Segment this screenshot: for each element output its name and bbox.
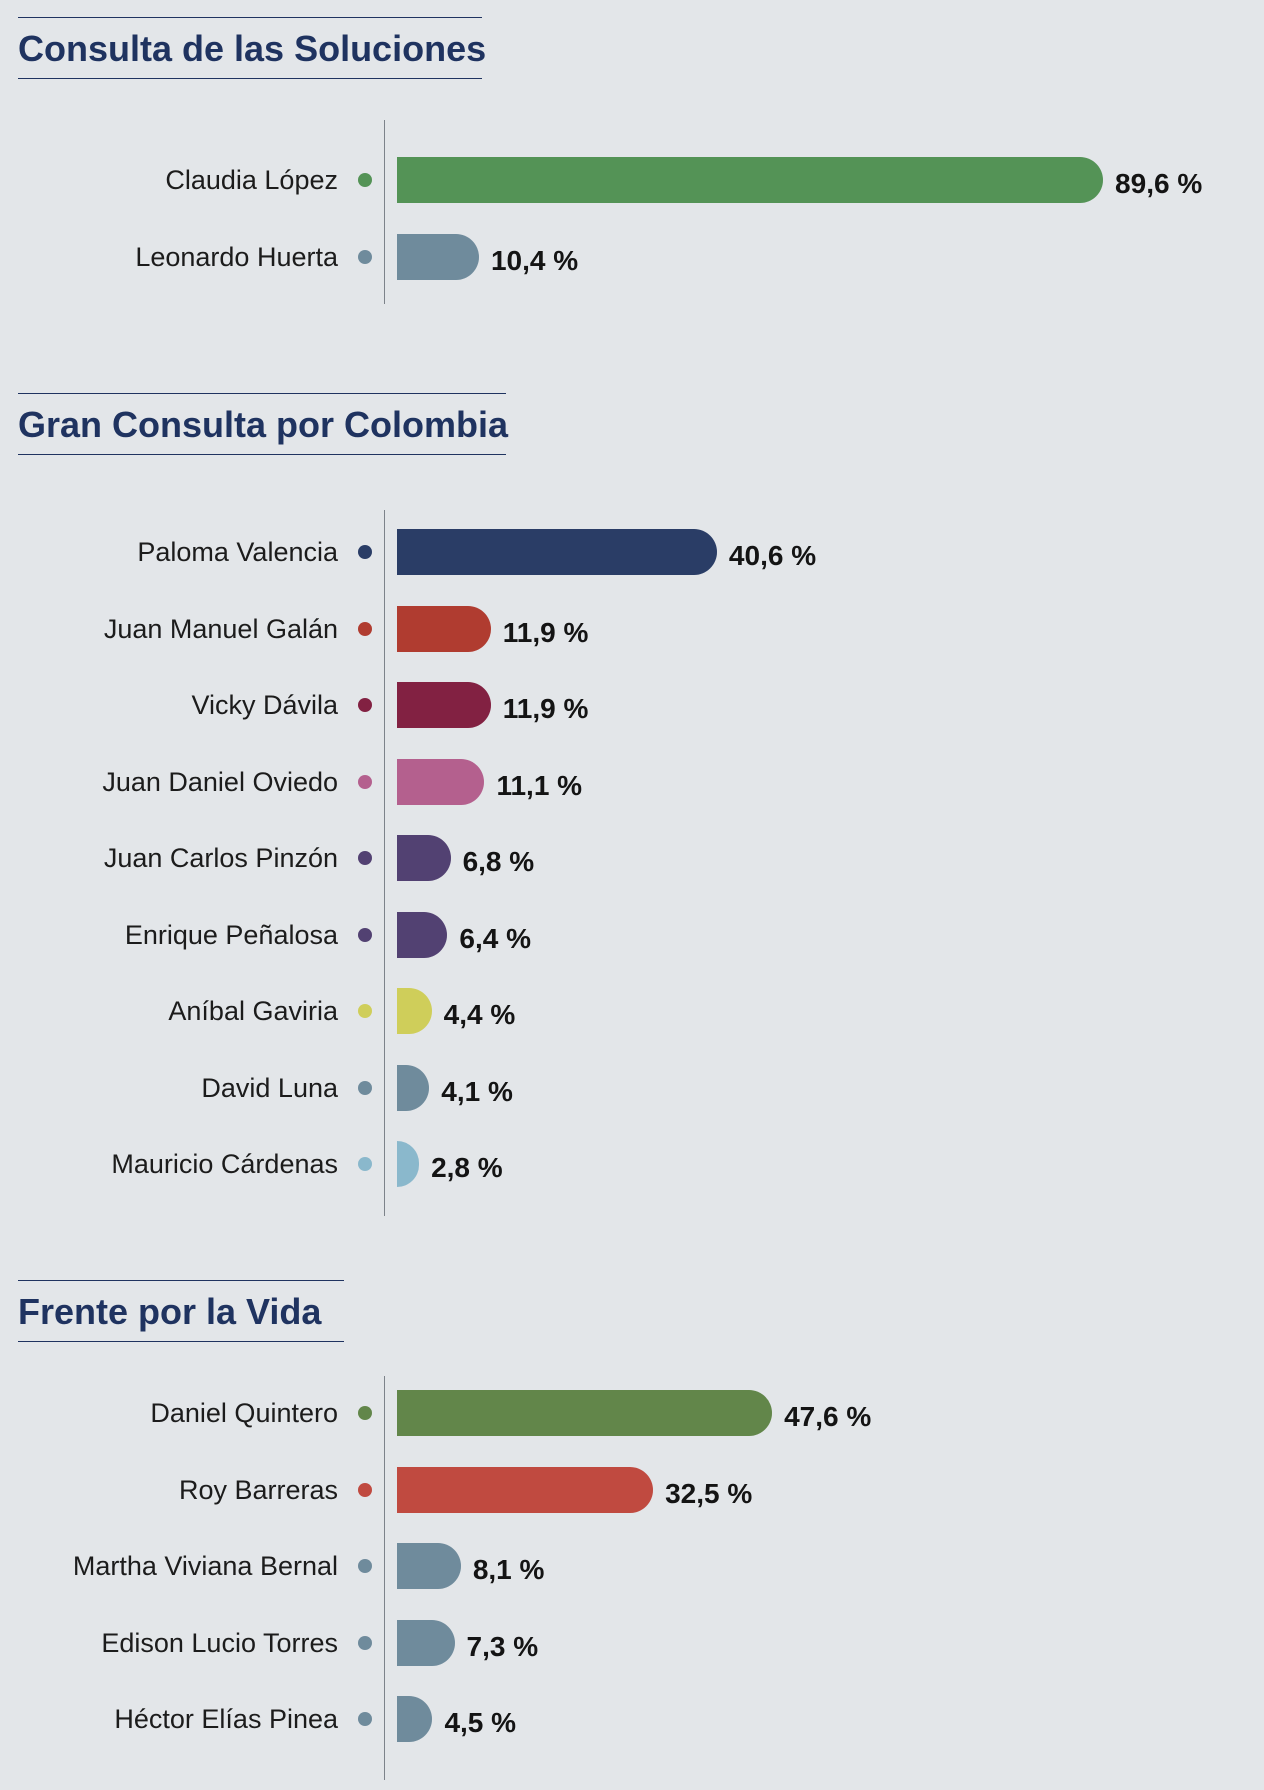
bar-value-label: 32,5 %: [665, 1477, 753, 1509]
chart-axis-line: [384, 120, 385, 304]
section-title-rule-top: [18, 1280, 344, 1281]
bar: [397, 157, 1104, 203]
legend-dot: [358, 1157, 372, 1171]
section-title-rule-top: [18, 393, 506, 394]
candidate-name: Claudia López: [165, 165, 338, 195]
chart-axis-line: [384, 1376, 385, 1780]
candidate-name: Héctor Elías Pinea: [114, 1704, 338, 1734]
section-title-rule-top: [18, 17, 482, 18]
bar: [397, 1619, 455, 1666]
legend-dot: [358, 1482, 372, 1497]
candidate-name: Juan Daniel Oviedo: [102, 766, 338, 797]
candidate-name: Edison Lucio Torres: [101, 1627, 338, 1658]
legend-dot: [358, 927, 372, 942]
legend-dot: [358, 1406, 372, 1420]
bar: [397, 1141, 420, 1187]
candidate-name: Paloma Valencia: [137, 537, 338, 567]
legend-dot: [358, 698, 372, 712]
candidate-name: Martha Viviana Bernal: [72, 1551, 338, 1581]
bar: [397, 1543, 461, 1589]
bar-value-label: 40,6 %: [728, 540, 817, 571]
section-title-rule-bottom: [18, 454, 506, 455]
legend-dot: [358, 621, 372, 636]
section-title-rule-bottom: [18, 1341, 344, 1342]
legend-dot: [358, 851, 372, 865]
chart-axis-line: [384, 510, 385, 1216]
bar: [397, 1390, 773, 1436]
legend-dot: [358, 545, 372, 559]
section-title: Frente por la Vida: [18, 1291, 322, 1332]
bar-value-label: 6,8 %: [462, 846, 535, 877]
bar-value-label: 47,6 %: [784, 1401, 872, 1432]
section-title: Gran Consulta por Colombia: [18, 404, 509, 445]
legend-dot: [358, 1080, 372, 1095]
bar: [397, 682, 491, 728]
bar-value-label: 4,5 %: [444, 1707, 517, 1738]
bar-value-label: 11,9 %: [502, 693, 589, 724]
legend-dot: [358, 173, 372, 187]
bar-value-label: 11,9 %: [502, 616, 589, 648]
bar-value-label: 2,8 %: [431, 1152, 503, 1183]
section-title-rule-bottom: [18, 78, 482, 79]
legend-dot: [358, 1004, 372, 1018]
candidate-name: Enrique Peñalosa: [124, 919, 338, 950]
bar-value-label: 10,4 %: [490, 244, 579, 276]
bar: [397, 911, 448, 958]
candidate-name: Aníbal Gaviria: [168, 996, 338, 1026]
bar-value-label: 4,4 %: [443, 999, 516, 1030]
legend-dot: [358, 774, 372, 789]
candidate-name: Daniel Quintero: [150, 1398, 338, 1428]
candidate-name: Juan Carlos Pinzón: [103, 843, 338, 873]
bar: [397, 529, 717, 575]
bar: [397, 1064, 430, 1111]
candidate-name: Leonardo Huerta: [135, 241, 338, 272]
bar: [397, 1696, 433, 1742]
bar: [397, 233, 479, 280]
candidate-name: Roy Barreras: [178, 1474, 338, 1505]
legend-dot: [358, 1712, 372, 1726]
bar: [397, 1466, 654, 1513]
bar: [397, 988, 432, 1034]
bar-value-label: 4,1 %: [441, 1075, 513, 1107]
legend-dot: [358, 1635, 372, 1650]
candidate-name: David Luna: [201, 1072, 338, 1103]
candidate-name: Juan Manuel Galán: [103, 613, 338, 644]
bar-value-label: 6,4 %: [459, 922, 532, 954]
legend-dot: [358, 249, 372, 264]
bar: [397, 605, 491, 652]
bar-value-label: 11,1 %: [496, 769, 583, 801]
candidate-name: Mauricio Cárdenas: [111, 1149, 338, 1179]
bar-value-label: 89,6 %: [1115, 168, 1203, 199]
bar-value-label: 7,3 %: [466, 1630, 539, 1662]
legend-dot: [358, 1559, 372, 1573]
section-title: Consulta de las Soluciones: [18, 28, 487, 69]
candidate-name: Vicky Dávila: [191, 690, 338, 720]
bar: [397, 835, 451, 881]
bar-value-label: 8,1 %: [472, 1554, 545, 1585]
bar: [397, 758, 485, 805]
